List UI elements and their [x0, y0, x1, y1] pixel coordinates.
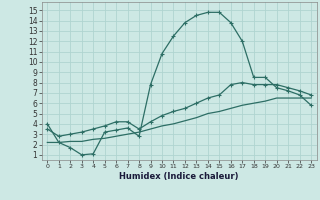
- X-axis label: Humidex (Indice chaleur): Humidex (Indice chaleur): [119, 172, 239, 181]
